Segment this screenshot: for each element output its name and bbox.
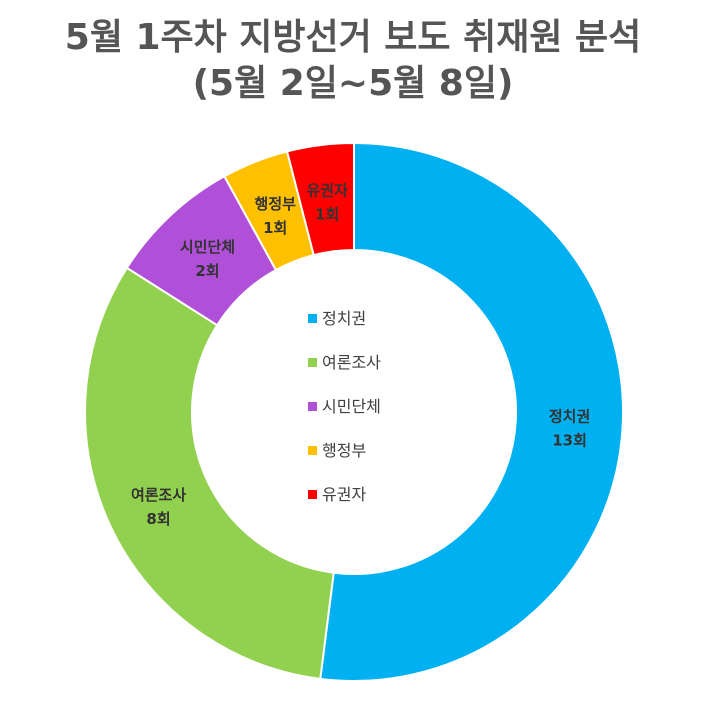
- slice-1-label-value: 13회: [552, 432, 587, 450]
- slice-2-arc: [84, 266, 335, 680]
- slice-3-label-value: 2회: [195, 262, 219, 280]
- legend-item-1: 정치권: [308, 309, 366, 328]
- legend-item-4: 행정부: [308, 441, 366, 460]
- legend-swatch-4: [308, 446, 317, 455]
- slice-2-label-name: 여론조사: [131, 486, 186, 504]
- slice-5-label-value: 1회: [315, 206, 339, 224]
- donut-slices: [84, 141, 624, 682]
- slice-3-label-name: 시민단체: [180, 238, 235, 256]
- slice-1-arc: [319, 141, 624, 682]
- slice-2-label-value: 8회: [146, 510, 170, 528]
- slice-1-label-name: 정치권: [549, 408, 590, 426]
- slice-2-label: 여론조사 8회: [131, 486, 186, 528]
- legend-label-4: 행정부: [322, 441, 366, 460]
- legend-swatch-2: [308, 358, 317, 367]
- legend-label-2: 여론조사: [322, 353, 381, 372]
- slice-5-arc: [285, 141, 355, 257]
- chart-title: 5월 1주차 지방선거 보도 취재원 분석: [64, 17, 642, 58]
- legend-label-3: 시민단체: [322, 397, 381, 416]
- legend-label-5: 유권자: [322, 485, 366, 504]
- legend-item-5: 유권자: [308, 485, 366, 504]
- legend-swatch-1: [308, 314, 317, 323]
- legend-item-3: 시민단체: [308, 397, 381, 416]
- slice-4-label: 행정부 1회: [255, 195, 297, 237]
- slice-3-label: 시민단체 2회: [180, 238, 235, 280]
- legend-swatch-3: [308, 402, 317, 411]
- slice-5-label-name: 유권자: [306, 182, 348, 200]
- slice-4-label-name: 행정부: [255, 195, 297, 213]
- slice-4-label-value: 1회: [263, 219, 287, 237]
- legend-label-1: 정치권: [322, 309, 366, 328]
- chart-subtitle: (5월 2일~5월 8일): [192, 63, 514, 104]
- legend-item-2: 여론조사: [308, 353, 381, 372]
- slice-1-label: 정치권 13회: [549, 408, 590, 450]
- legend-swatch-5: [308, 490, 317, 499]
- slice-5-label: 유권자 1회: [306, 182, 348, 224]
